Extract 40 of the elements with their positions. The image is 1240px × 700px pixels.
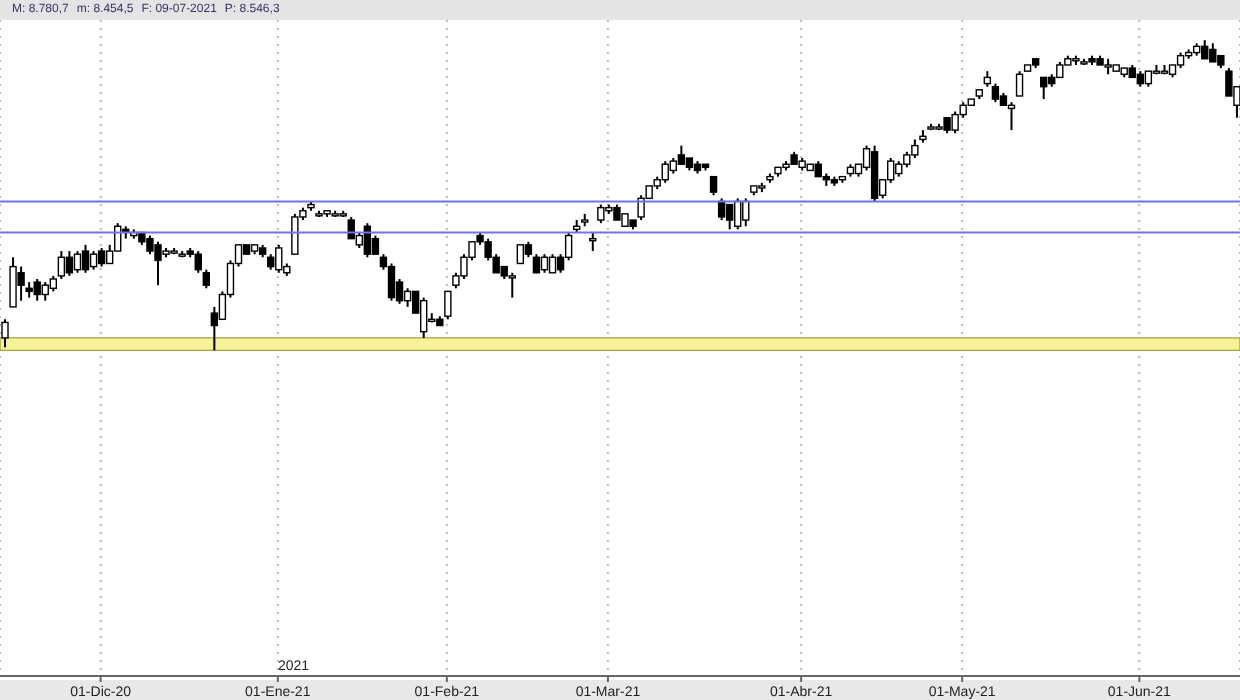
candlestick <box>548 253 557 274</box>
candlestick <box>17 265 25 302</box>
candlestick <box>97 246 106 268</box>
candlestick <box>734 197 742 231</box>
candlestick <box>1007 101 1016 132</box>
candlestick <box>154 240 162 287</box>
candlestick <box>709 175 718 197</box>
candlestick <box>41 281 49 302</box>
candlestick <box>677 144 686 166</box>
candlestick <box>1015 70 1024 97</box>
candlestick <box>9 256 17 308</box>
candlestick <box>725 203 734 231</box>
candlestick <box>1040 76 1048 101</box>
candlestick <box>81 243 90 274</box>
candlestick <box>508 271 516 299</box>
candlestick <box>89 250 98 271</box>
candlestick <box>202 268 210 290</box>
candlestick <box>291 212 299 256</box>
candlestick <box>444 290 452 321</box>
candlestick <box>717 197 726 222</box>
candlestick <box>742 197 750 228</box>
candlestick <box>420 296 428 339</box>
candlestick <box>951 110 959 135</box>
candlestick <box>33 277 41 302</box>
candlestick <box>589 231 597 253</box>
candlestick <box>65 250 74 277</box>
candlestick <box>597 203 605 225</box>
candlestick <box>275 243 283 274</box>
candlestick <box>516 244 525 265</box>
candlestick <box>870 144 879 203</box>
candlestick <box>661 160 669 184</box>
candlestick <box>387 262 396 302</box>
candlestick <box>911 138 919 160</box>
candlestick <box>540 253 549 274</box>
candlestick <box>1209 42 1217 63</box>
candlestick <box>194 250 202 274</box>
candlestick <box>73 250 82 274</box>
candlestick <box>1201 39 1209 60</box>
candlestick <box>403 287 412 308</box>
candlestick <box>991 82 1000 104</box>
